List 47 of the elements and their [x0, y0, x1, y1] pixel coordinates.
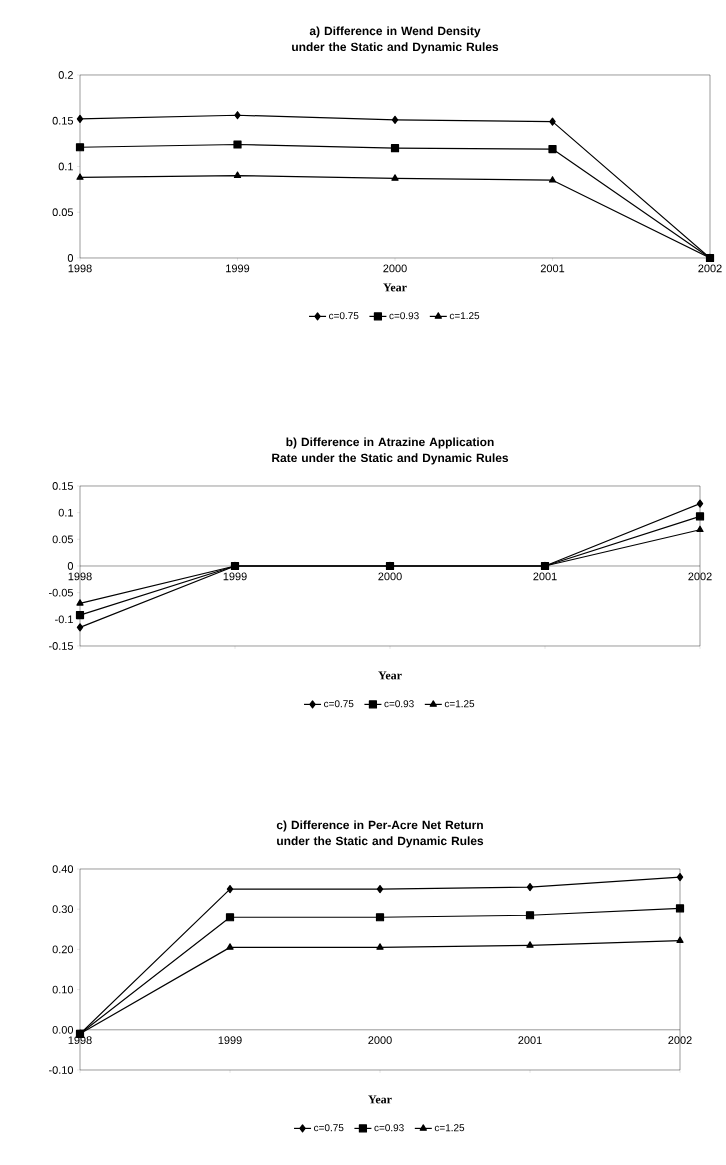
chart-title: c) Difference in Per-Acre Net Return under the Static and Dynamic Rules — [277, 820, 484, 848]
x-tick-label: 2000 — [383, 264, 407, 273]
y-tick-label: 0.2 — [58, 71, 74, 79]
x-tick-label: 2001 — [518, 1036, 542, 1045]
y-tick-label: 0.15 — [52, 482, 74, 490]
legend-label: c=0.93 — [389, 312, 420, 320]
y-tick-label: 0.1 — [58, 508, 74, 517]
y-tick-label: 0.15 — [52, 116, 74, 125]
chart-title: b) Difference in Atrazine Application Rate under the Static and Dynamic Rules — [272, 437, 509, 465]
y-tick-label: -0.05 — [49, 588, 74, 597]
y-tick-label: 0 — [68, 254, 74, 262]
x-tick-label: 1999 — [218, 1036, 242, 1045]
y-tick-label: 0.1 — [58, 162, 74, 171]
y-tick-label: 0 — [68, 562, 74, 570]
x-tick-label: 2002 — [688, 572, 712, 581]
x-tick-label: 1998 — [68, 264, 92, 273]
y-tick-label: 0.40 — [52, 865, 74, 873]
legend-label: c=1.25 — [450, 312, 480, 320]
y-tick-label: -0.10 — [49, 1066, 74, 1074]
x-tick-label: 1998 — [68, 572, 92, 581]
y-tick-label: 0.05 — [52, 208, 74, 217]
x-axis-title: Year — [378, 671, 402, 680]
x-axis-title: Year — [383, 283, 407, 292]
legend-label: c=0.93 — [384, 700, 414, 708]
y-tick-label: 0.20 — [52, 945, 74, 954]
legend-label: c=1.25 — [435, 1124, 465, 1132]
y-tick-label: -0.1 — [55, 615, 74, 624]
y-tick-label: 0.00 — [52, 1025, 74, 1034]
x-tick-label: 2002 — [668, 1036, 692, 1045]
x-axis-title: Year — [368, 1095, 392, 1104]
y-tick-label: -0.15 — [49, 642, 74, 650]
x-tick-label: 2000 — [378, 572, 402, 581]
legend-label: c=0.75 — [314, 1124, 344, 1132]
x-tick-label: 1999 — [226, 264, 250, 273]
legend-label: c=0.93 — [374, 1124, 404, 1132]
x-tick-label: 2000 — [368, 1036, 392, 1045]
y-tick-label: 0.05 — [52, 535, 74, 544]
x-tick-label: 2001 — [541, 264, 565, 273]
y-tick-label: 0.10 — [52, 985, 74, 994]
legend-label: c=1.25 — [445, 700, 475, 708]
chart-title: a) Difference in Wend Density under the Static and Dynamic Rules — [292, 26, 499, 54]
x-tick-label: 2002 — [698, 264, 722, 273]
legend-label: c=0.75 — [324, 700, 354, 708]
x-tick-label: 2001 — [533, 572, 557, 581]
y-tick-label: 0.30 — [52, 905, 74, 914]
x-tick-label: 1999 — [223, 572, 247, 581]
legend-label: c=0.75 — [329, 312, 359, 320]
